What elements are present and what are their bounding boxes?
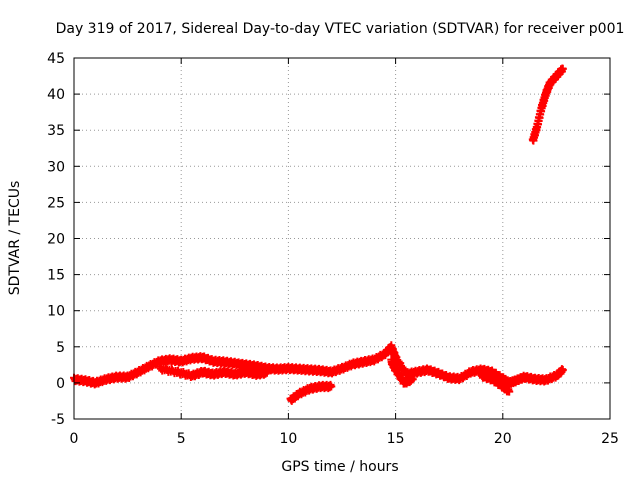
data-point [262,368,271,377]
axis-ticks: 0 5 10 15 20 25 -5 0 5 10 15 20 25 30 35 40 45 [47,51,619,447]
y-tick-label: 45 [47,51,65,67]
grid-lines [74,58,610,419]
data-point [505,387,514,396]
data-point [558,365,567,374]
y-tick-label: 10 [47,304,65,320]
y-tick-label: 30 [47,159,65,175]
x-tick-label: 0 [70,431,79,447]
y-tick-label: 20 [47,232,65,248]
x-tick-label: 10 [279,431,297,447]
x-tick-label: 20 [494,431,512,447]
data-point [327,382,336,391]
data-point [558,64,567,73]
y-tick-label: 25 [47,195,65,211]
x-tick-label: 5 [177,431,186,447]
x-tick-label: 15 [387,431,405,447]
y-tick-label: 35 [47,123,65,139]
y-tick-label: 40 [47,87,65,103]
y-tick-label: 15 [47,268,65,284]
y-axis-label: SDTVAR / TECUs [7,181,23,296]
y-tick-label: 0 [56,376,65,392]
chart-title: Day 319 of 2017, Sidereal Day-to-day VTE… [56,21,625,37]
data-point [408,375,417,384]
y-tick-label: -5 [51,412,65,428]
y-tick-label: 5 [56,340,65,356]
x-axis-label: GPS time / hours [281,459,398,475]
x-tick-label: 25 [601,431,619,447]
data-marks [70,64,567,405]
